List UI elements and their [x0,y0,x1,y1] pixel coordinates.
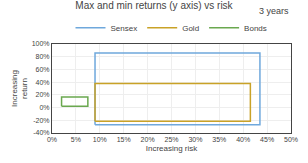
svg-text:80%: 80% [36,53,50,60]
svg-text:0%: 0% [39,104,49,111]
svg-text:20%: 20% [36,91,50,98]
svg-text:0%: 0% [47,136,57,143]
svg-text:40%: 40% [236,136,250,143]
svg-text:-40%: -40% [33,129,49,136]
svg-text:10%: 10% [93,136,107,143]
svg-text:35%: 35% [212,136,226,143]
svg-text:20%: 20% [141,136,155,143]
svg-text:60%: 60% [36,66,50,73]
svg-text:Bonds: Bonds [244,24,267,33]
svg-text:Gold: Gold [182,24,199,33]
svg-text:40%: 40% [36,79,50,86]
svg-text:45%: 45% [260,136,274,143]
svg-text:5%: 5% [71,136,81,143]
svg-text:3 years: 3 years [259,6,289,16]
svg-text:15%: 15% [117,136,131,143]
svg-text:-20%: -20% [33,117,49,124]
svg-text:30%: 30% [188,136,202,143]
svg-text:Sensex: Sensex [111,24,138,33]
svg-text:25%: 25% [164,136,178,143]
svg-text:Increasing risk: Increasing risk [146,144,199,153]
svg-text:Increasingreturn: Increasingreturn [10,70,29,107]
svg-text:50%: 50% [284,136,298,143]
svg-text:Max and min returns (y axis) v: Max and min returns (y axis) vs risk [75,0,233,11]
svg-text:100%: 100% [32,40,50,47]
